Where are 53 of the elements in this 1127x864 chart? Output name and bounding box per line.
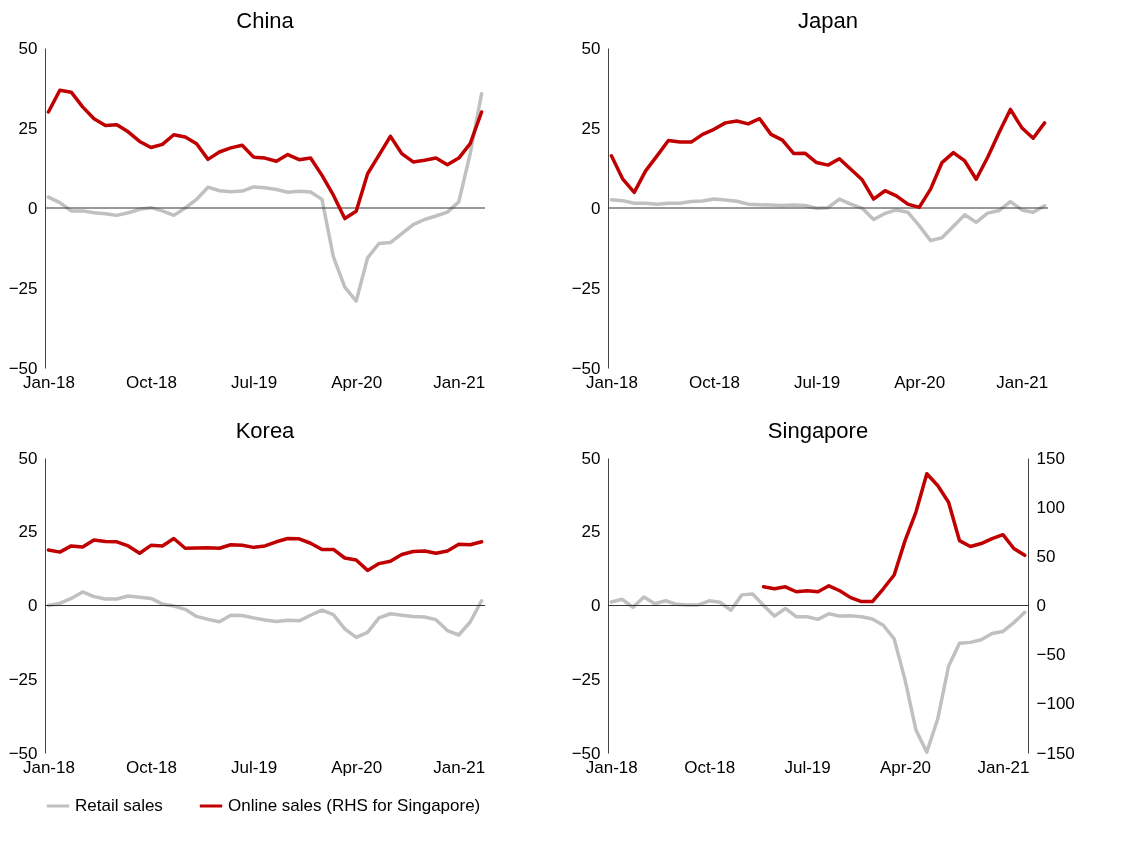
y-tick-label: 0 bbox=[591, 596, 601, 615]
y-tick-label: −25 bbox=[571, 278, 601, 298]
y2-tick-label: 100 bbox=[1036, 497, 1065, 517]
x-tick-label: Jul-19 bbox=[230, 372, 278, 392]
line-series bbox=[609, 107, 1047, 210]
x-tick-label: Jan-21 bbox=[996, 372, 1049, 392]
y-tick-label: 50 bbox=[18, 448, 38, 468]
y-tick-label: −25 bbox=[8, 669, 38, 689]
y-tick-label: 50 bbox=[581, 38, 601, 58]
x-tick-label: Jan-21 bbox=[433, 757, 486, 777]
line-series bbox=[46, 536, 484, 573]
x-tick-label: Apr-20 bbox=[880, 757, 932, 777]
chart-title: Singapore bbox=[767, 418, 869, 443]
y-tick-label: 50 bbox=[581, 448, 601, 468]
y2-tick-label: 150 bbox=[1036, 448, 1065, 468]
y-tick-label: 25 bbox=[581, 522, 601, 542]
y-tick-label: 50 bbox=[18, 38, 38, 58]
x-tick-label: Apr-20 bbox=[894, 372, 946, 392]
y-tick-label: −25 bbox=[571, 669, 601, 689]
line-series bbox=[761, 471, 1027, 604]
y-tick-label: −25 bbox=[8, 278, 38, 298]
x-tick-label: Apr-20 bbox=[331, 757, 383, 777]
chart-title: Japan bbox=[798, 8, 858, 33]
line-series bbox=[609, 592, 1027, 754]
y2-tick-label: −100 bbox=[1036, 694, 1075, 714]
x-tick-label: Jan-21 bbox=[433, 372, 486, 392]
y-tick-label: 0 bbox=[28, 596, 38, 615]
x-tick-label: Apr-20 bbox=[331, 372, 383, 392]
legend-label: Online sales (RHS for Singapore) bbox=[228, 796, 481, 815]
x-tick-label: Jan-21 bbox=[977, 757, 1030, 777]
x-tick-label: Oct-18 bbox=[684, 757, 736, 777]
y2-tick-label: 50 bbox=[1036, 546, 1056, 566]
line-series bbox=[46, 590, 484, 640]
x-tick-label: Jul-19 bbox=[784, 757, 831, 777]
x-tick-label: Jul-19 bbox=[793, 372, 841, 392]
line-series bbox=[46, 88, 484, 221]
line-series bbox=[609, 197, 1047, 243]
x-tick-label: Oct-18 bbox=[125, 372, 178, 392]
y2-tick-label: −150 bbox=[1036, 743, 1075, 763]
y-tick-label: 25 bbox=[581, 118, 601, 138]
legend-label: Retail sales bbox=[75, 796, 163, 815]
y-tick-label: 0 bbox=[28, 198, 38, 218]
y-tick-label: 0 bbox=[591, 198, 601, 218]
y2-tick-label: −50 bbox=[1036, 645, 1066, 665]
chart-title: Korea bbox=[235, 418, 296, 443]
y-tick-label: 25 bbox=[18, 522, 38, 542]
line-series bbox=[46, 92, 484, 303]
y2-tick-label: 0 bbox=[1036, 596, 1046, 615]
y-tick-label: 25 bbox=[18, 118, 38, 138]
chart-title: China bbox=[236, 8, 295, 33]
x-tick-label: Oct-18 bbox=[125, 757, 178, 777]
x-tick-label: Jul-19 bbox=[230, 757, 278, 777]
x-tick-label: Oct-18 bbox=[688, 372, 741, 392]
